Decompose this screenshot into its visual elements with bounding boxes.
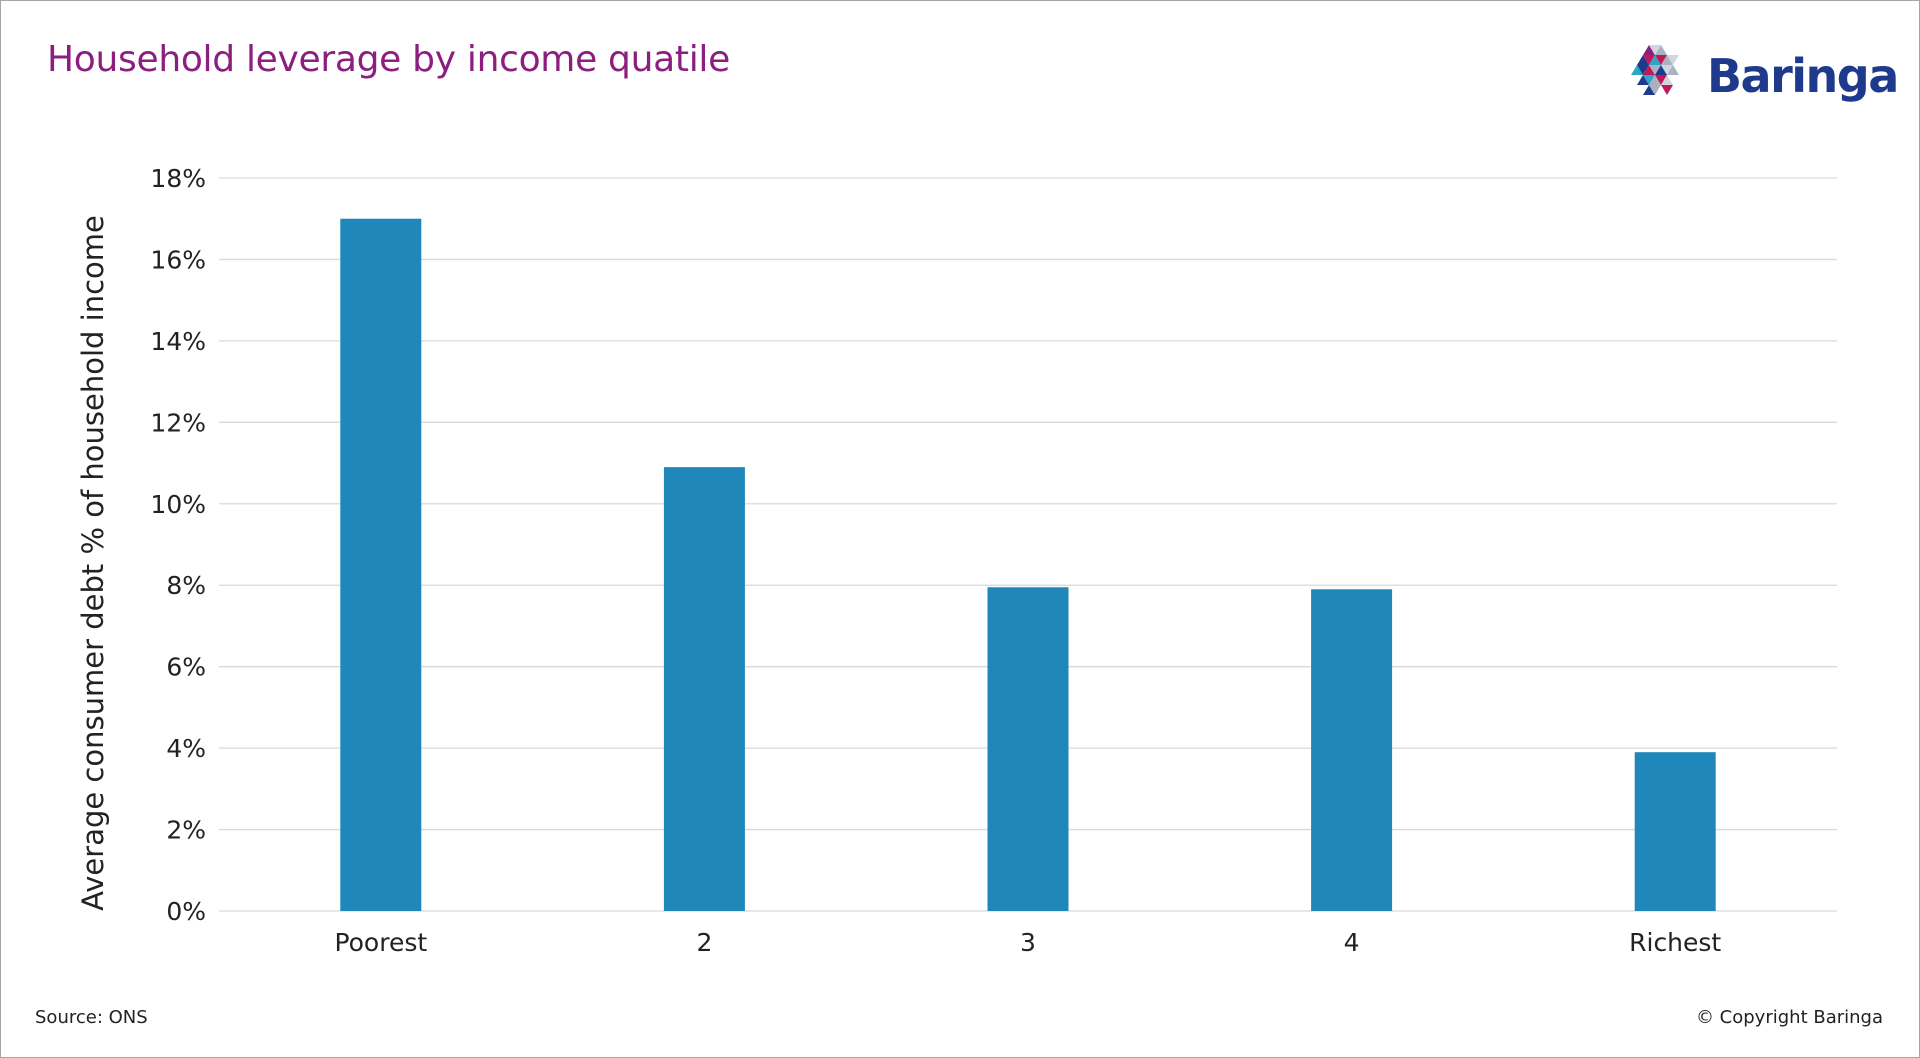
y-axis-ticks: 0% 2% 4% 6% 8% 10% 12% 14% 16% 18% — [150, 164, 206, 926]
bar-chart: 0% 2% 4% 6% 8% 10% 12% 14% 16% 18% Poorest 2 3 4 Rich… — [76, 164, 1837, 957]
x-tick-label: 4 — [1344, 928, 1360, 957]
y-tick-label: 0% — [166, 897, 206, 926]
bar-poorest — [340, 218, 422, 911]
x-tick-label: Poorest — [334, 928, 427, 957]
copyright-note: © Copyright Baringa — [1695, 1007, 1883, 1028]
baringa-logo: Baringa — [1629, 45, 1899, 117]
y-tick-label: 4% — [166, 734, 206, 763]
baringa-logo-text: Baringa — [1707, 49, 1899, 103]
y-axis-title: Average consumer debt % of household inc… — [76, 215, 110, 911]
baringa-logo-mark-icon — [1631, 45, 1679, 95]
bar-2 — [663, 467, 745, 911]
x-tick-label: 2 — [696, 928, 712, 957]
y-tick-label: 8% — [166, 571, 206, 600]
y-tick-label: 6% — [166, 653, 206, 682]
x-tick-label: 3 — [1020, 928, 1036, 957]
bar-richest — [1634, 752, 1716, 911]
bar-4 — [1311, 589, 1393, 911]
y-tick-label: 12% — [150, 408, 206, 437]
y-tick-label: 16% — [150, 245, 206, 274]
y-tick-label: 10% — [150, 490, 206, 519]
y-tick-label: 18% — [150, 164, 206, 193]
x-axis-ticks: Poorest 2 3 4 Richest — [334, 928, 1721, 957]
x-tick-label: Richest — [1629, 928, 1721, 957]
y-tick-label: 14% — [150, 327, 206, 356]
y-tick-label: 2% — [166, 816, 206, 845]
source-note: Source: ONS — [35, 1007, 148, 1028]
bar-3 — [987, 587, 1069, 911]
bars — [340, 218, 1716, 911]
chart-title: Household leverage by income quatile — [47, 39, 730, 80]
